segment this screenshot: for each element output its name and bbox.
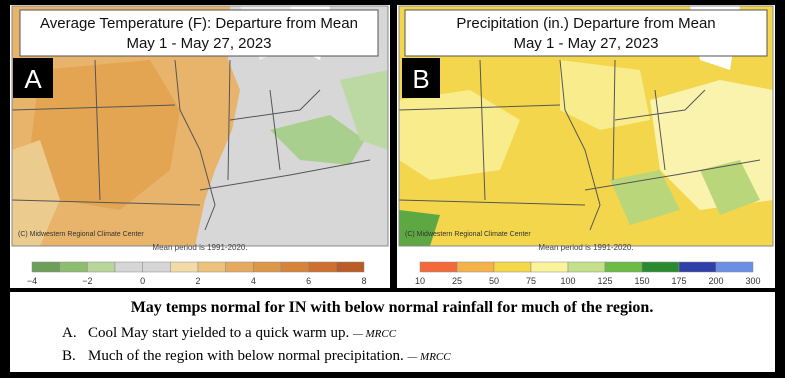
caption: May temps normal for IN with below norma… — [10, 292, 775, 372]
legend-swatch — [493, 261, 532, 273]
legend-label: 10 — [415, 276, 425, 286]
legend-swatch — [59, 261, 88, 273]
legend-label: 4 — [251, 276, 256, 286]
legend-label: 2 — [195, 276, 200, 286]
legend-label: 50 — [489, 276, 499, 286]
item-body: Cool May start yielded to a quick warm u… — [88, 325, 349, 341]
legend-swatch — [142, 261, 171, 273]
map-title: Average Temperature (F): Departure from … — [40, 15, 358, 32]
map-dates: May 1 - May 27, 2023 — [513, 35, 658, 52]
caption-heading: May temps normal for IN with below norma… — [131, 299, 654, 316]
map-note: Mean period is 1991-2020. — [152, 243, 247, 252]
legend-label: 300 — [745, 276, 760, 286]
map-credit: (C) Midwestern Regional Climate Center — [405, 231, 531, 238]
legend-swatch — [641, 261, 680, 273]
item-marker: A. — [62, 325, 77, 341]
item-marker: B. — [62, 348, 76, 364]
map-dates: May 1 - May 27, 2023 — [126, 35, 271, 52]
legend-swatch — [114, 261, 143, 273]
item-text: Cool May start yielded to a quick warm u… — [88, 325, 397, 341]
legend-swatch — [308, 261, 337, 273]
legend-label: 0 — [140, 276, 145, 286]
legend-swatch — [336, 261, 365, 273]
panel-letter: B — [412, 64, 429, 94]
legend-swatch — [567, 261, 606, 273]
legend-label: 100 — [560, 276, 575, 286]
map-b: (C) Midwestern Regional Climate Center M… — [397, 5, 775, 288]
legend-swatch — [678, 261, 717, 273]
legend-swatch — [253, 261, 282, 273]
map-title: Precipitation (in.) Departure from Mean — [456, 15, 715, 32]
legend-label: −4 — [27, 276, 37, 286]
map-credit: (C) Midwestern Regional Climate Center — [18, 231, 144, 238]
legend-swatch — [197, 261, 226, 273]
legend-label: 25 — [452, 276, 462, 286]
legend-swatch — [225, 261, 254, 273]
legend-swatch — [530, 261, 569, 273]
legend-swatch — [419, 261, 458, 273]
legend-label: 75 — [526, 276, 536, 286]
legend-label: 8 — [361, 276, 366, 286]
item-body: Much of the region with below normal pre… — [88, 348, 404, 364]
item-text: Much of the region with below normal pre… — [88, 348, 451, 364]
map-a: (C) Midwestern Regional Climate Center M… — [10, 5, 390, 288]
legend-swatch — [31, 261, 60, 273]
legend-label: −2 — [82, 276, 92, 286]
legend-label: 200 — [708, 276, 723, 286]
legend-swatch — [87, 261, 116, 273]
panel-letter: A — [24, 64, 42, 94]
legend-label: 150 — [634, 276, 649, 286]
legend-swatch — [604, 261, 643, 273]
item-source: — MRCC — [407, 351, 452, 363]
legend-swatch — [170, 261, 199, 273]
item-source: — MRCC — [352, 328, 397, 340]
legend-label: 175 — [671, 276, 686, 286]
legend-swatch — [715, 261, 754, 273]
legend-label: 125 — [597, 276, 612, 286]
legend-label: 6 — [306, 276, 311, 286]
map-note: Mean period is 1991-2020. — [538, 243, 633, 252]
legend-swatch — [456, 261, 495, 273]
legend-swatch — [280, 261, 309, 273]
